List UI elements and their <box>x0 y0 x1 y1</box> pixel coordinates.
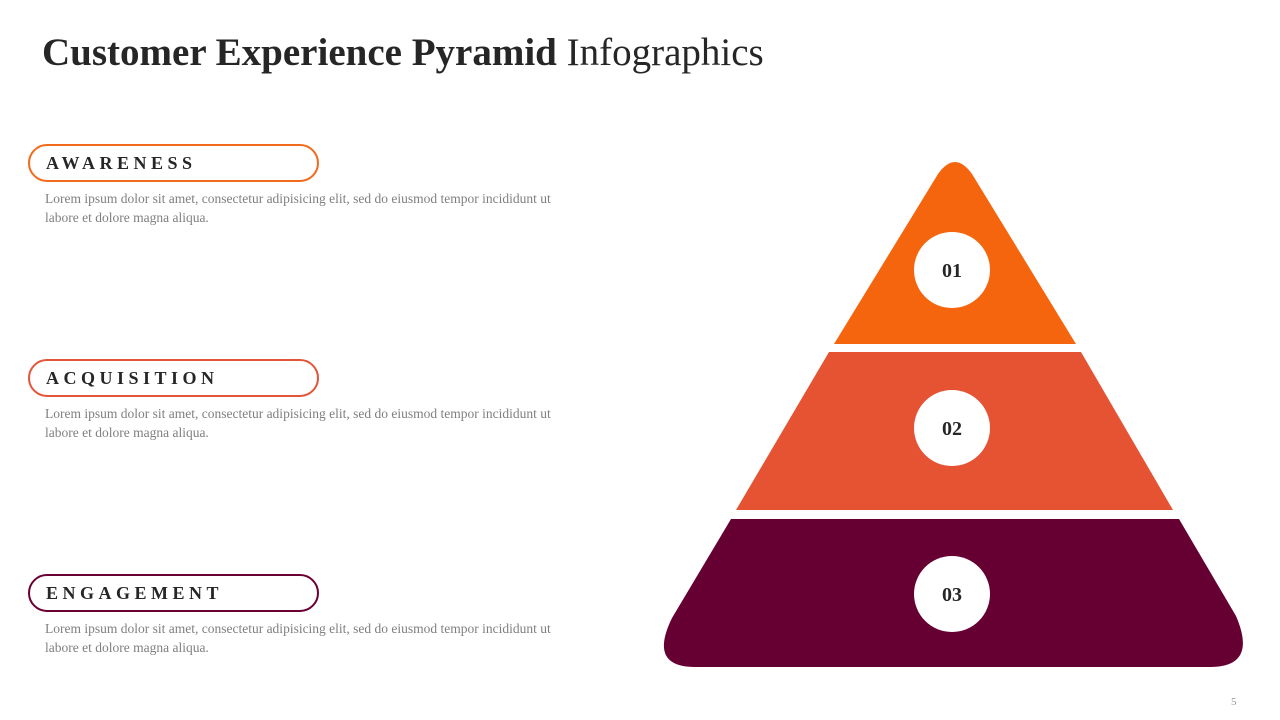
label: ENGAGEMENT <box>46 583 224 603</box>
title: Customer Experience Pyramid Infographics <box>42 30 764 75</box>
label-box: ACQUISITION <box>28 359 319 397</box>
number: 03 <box>942 584 962 606</box>
page-number: 5 <box>1231 696 1237 708</box>
number: 02 <box>942 418 962 440</box>
number: 01 <box>942 260 962 282</box>
title-regular: Infographics <box>566 31 764 74</box>
label-box: AWARENESS <box>28 144 319 182</box>
label-box: ENGAGEMENT <box>28 574 319 612</box>
label: ACQUISITION <box>46 368 219 388</box>
description: Lorem ipsum dolor sit amet, consectetur … <box>45 406 551 440</box>
number-circle <box>914 390 990 466</box>
label: AWARENESS <box>46 153 197 173</box>
number-circle <box>914 232 990 308</box>
number-circle <box>914 556 990 632</box>
description: Lorem ipsum dolor sit amet, consectetur … <box>45 621 551 655</box>
title-bold: Customer Experience Pyramid <box>42 31 557 74</box>
description: Lorem ipsum dolor sit amet, consectetur … <box>45 191 551 225</box>
